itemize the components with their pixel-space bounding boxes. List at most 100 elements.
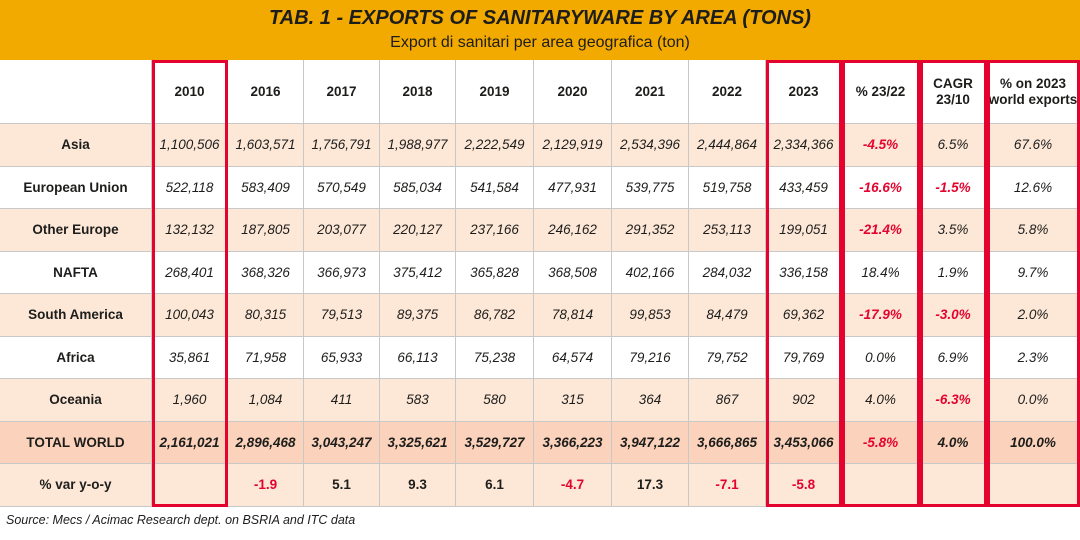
cell-european-union-cagr-23-10: -1.5% — [920, 166, 987, 209]
cell-var-y-o-y-2023: -5.8 — [766, 464, 842, 507]
cell-other-europe-2020: 246,162 — [534, 209, 612, 252]
column-header-2023: 2023 — [766, 60, 842, 124]
cell-africa-on-2023-world-exports: 2.3% — [987, 336, 1080, 379]
cell-oceania-23-22: 4.0% — [842, 379, 920, 422]
column-header-2022: 2022 — [689, 60, 766, 124]
cell-nafta-2010: 268,401 — [152, 251, 228, 294]
column-header-2016: 2016 — [228, 60, 304, 124]
cell-oceania-on-2023-world-exports: 0.0% — [987, 379, 1080, 422]
cell-total-world-2020: 3,366,223 — [534, 421, 612, 464]
cell-south-america-2023: 69,362 — [766, 294, 842, 337]
cell-other-europe-2019: 237,166 — [456, 209, 534, 252]
cell-south-america-cagr-23-10: -3.0% — [920, 294, 987, 337]
cell-total-world-2018: 3,325,621 — [380, 421, 456, 464]
cell-oceania-2023: 902 — [766, 379, 842, 422]
row-label-total-world: TOTAL WORLD — [0, 421, 152, 464]
column-header-2018: 2018 — [380, 60, 456, 124]
row-label-var-y-o-y: % var y-o-y — [0, 464, 152, 507]
cell-oceania-2020: 315 — [534, 379, 612, 422]
cell-africa-2023: 79,769 — [766, 336, 842, 379]
cell-asia-2021: 2,534,396 — [612, 124, 689, 167]
cell-asia-2022: 2,444,864 — [689, 124, 766, 167]
cell-africa-2019: 75,238 — [456, 336, 534, 379]
cell-africa-2016: 71,958 — [228, 336, 304, 379]
cell-total-world-2021: 3,947,122 — [612, 421, 689, 464]
title-bar: TAB. 1 - EXPORTS OF SANITARYWARE BY AREA… — [0, 0, 1080, 60]
cell-other-europe-2021: 291,352 — [612, 209, 689, 252]
row-label-nafta: NAFTA — [0, 251, 152, 294]
cell-total-world-2017: 3,043,247 — [304, 421, 380, 464]
cell-oceania-2010: 1,960 — [152, 379, 228, 422]
cell-oceania-2017: 411 — [304, 379, 380, 422]
cell-var-y-o-y-2016: -1.9 — [228, 464, 304, 507]
cell-asia-2020: 2,129,919 — [534, 124, 612, 167]
cell-other-europe-on-2023-world-exports: 5.8% — [987, 209, 1080, 252]
cell-asia-2016: 1,603,571 — [228, 124, 304, 167]
cell-european-union-2017: 570,549 — [304, 166, 380, 209]
cell-other-europe-cagr-23-10: 3.5% — [920, 209, 987, 252]
cell-asia-2010: 1,100,506 — [152, 124, 228, 167]
cell-european-union-on-2023-world-exports: 12.6% — [987, 166, 1080, 209]
column-header-2019: 2019 — [456, 60, 534, 124]
cell-total-world-on-2023-world-exports: 100.0% — [987, 421, 1080, 464]
cell-var-y-o-y-2017: 5.1 — [304, 464, 380, 507]
cell-european-union-2021: 539,775 — [612, 166, 689, 209]
cell-asia-cagr-23-10: 6.5% — [920, 124, 987, 167]
column-header-2017: 2017 — [304, 60, 380, 124]
row-label-other-europe: Other Europe — [0, 209, 152, 252]
row-label-asia: Asia — [0, 124, 152, 167]
cell-asia-2023: 2,334,366 — [766, 124, 842, 167]
cell-south-america-on-2023-world-exports: 2.0% — [987, 294, 1080, 337]
cell-european-union-2023: 433,459 — [766, 166, 842, 209]
column-header-2010: 2010 — [152, 60, 228, 124]
cell-oceania-2022: 867 — [689, 379, 766, 422]
cell-other-europe-2018: 220,127 — [380, 209, 456, 252]
cell-var-y-o-y-2021: 17.3 — [612, 464, 689, 507]
cell-european-union-2022: 519,758 — [689, 166, 766, 209]
cell-africa-2018: 66,113 — [380, 336, 456, 379]
cell-oceania-2016: 1,084 — [228, 379, 304, 422]
cell-total-world-2023: 3,453,066 — [766, 421, 842, 464]
cell-south-america-2017: 79,513 — [304, 294, 380, 337]
column-header-2020: 2020 — [534, 60, 612, 124]
cell-africa-2021: 79,216 — [612, 336, 689, 379]
cell-africa-cagr-23-10: 6.9% — [920, 336, 987, 379]
cell-other-europe-2016: 187,805 — [228, 209, 304, 252]
exports-table: 2010 2016 2017 2018 2019 2020 2021 2022 2023% 23… — [0, 60, 1080, 507]
column-header-23-22: % 23/22 — [842, 60, 920, 124]
cell-european-union-2016: 583,409 — [228, 166, 304, 209]
cell-south-america-2021: 99,853 — [612, 294, 689, 337]
cell-european-union-23-22: -16.6% — [842, 166, 920, 209]
cell-africa-2022: 79,752 — [689, 336, 766, 379]
cell-nafta-2020: 368,508 — [534, 251, 612, 294]
cell-oceania-2021: 364 — [612, 379, 689, 422]
cell-nafta-2018: 375,412 — [380, 251, 456, 294]
cell-total-world-2010: 2,161,021 — [152, 421, 228, 464]
cell-total-world-cagr-23-10: 4.0% — [920, 421, 987, 464]
cell-asia-2019: 2,222,549 — [456, 124, 534, 167]
cell-nafta-2023: 336,158 — [766, 251, 842, 294]
cell-other-europe-2010: 132,132 — [152, 209, 228, 252]
cell-oceania-2018: 583 — [380, 379, 456, 422]
cell-european-union-2018: 585,034 — [380, 166, 456, 209]
cell-var-y-o-y-2020: -4.7 — [534, 464, 612, 507]
cell-nafta-on-2023-world-exports: 9.7% — [987, 251, 1080, 294]
cell-nafta-cagr-23-10: 1.9% — [920, 251, 987, 294]
cell-asia-2018: 1,988,977 — [380, 124, 456, 167]
cell-total-world-2019: 3,529,727 — [456, 421, 534, 464]
cell-africa-2010: 35,861 — [152, 336, 228, 379]
cell-nafta-2022: 284,032 — [689, 251, 766, 294]
cell-var-y-o-y-23-22 — [842, 464, 920, 507]
row-label-africa: Africa — [0, 336, 152, 379]
cell-european-union-2019: 541,584 — [456, 166, 534, 209]
cell-var-y-o-y-2010 — [152, 464, 228, 507]
column-header-2021: 2021 — [612, 60, 689, 124]
cell-nafta-23-22: 18.4% — [842, 251, 920, 294]
column-header-cagr-23-10: CAGR 23/10 — [920, 60, 987, 124]
source-note: Source: Mecs / Acimac Research dept. on … — [6, 513, 356, 527]
cell-other-europe-2023: 199,051 — [766, 209, 842, 252]
cell-var-y-o-y-on-2023-world-exports — [987, 464, 1080, 507]
cell-south-america-23-22: -17.9% — [842, 294, 920, 337]
cell-asia-2017: 1,756,791 — [304, 124, 380, 167]
cell-european-union-2020: 477,931 — [534, 166, 612, 209]
